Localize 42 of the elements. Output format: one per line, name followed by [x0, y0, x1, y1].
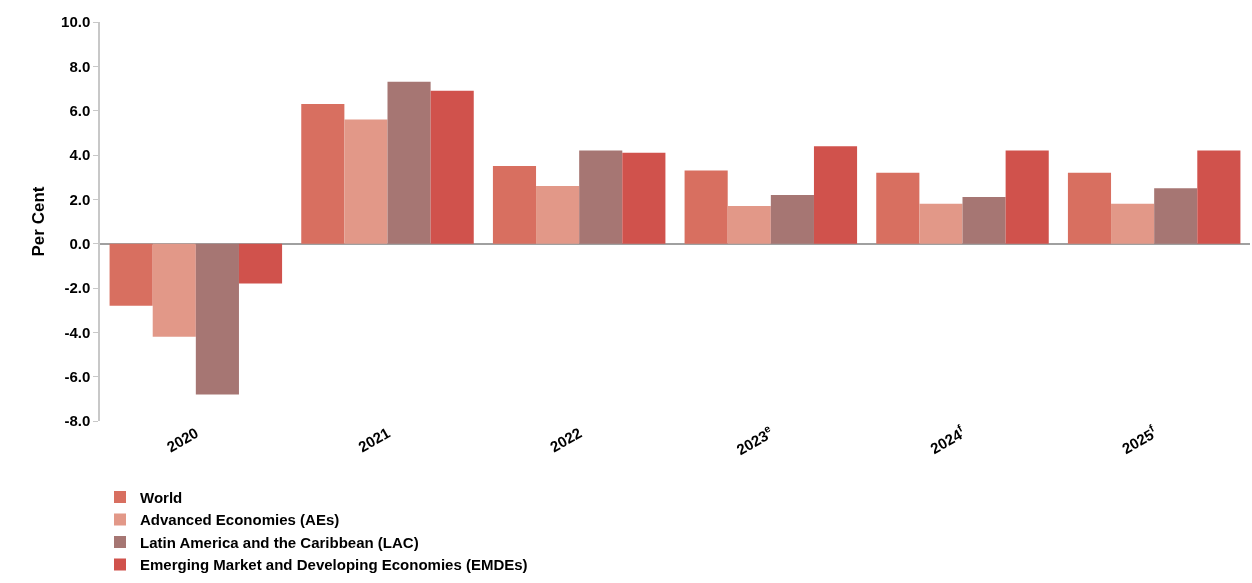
x-tick-label: 2022	[547, 423, 585, 456]
bar	[238, 243, 283, 284]
bar	[430, 90, 474, 244]
bar	[1005, 150, 1049, 244]
legend-label: Latin America and the Caribbean (LAC)	[140, 533, 419, 551]
bar	[770, 194, 814, 244]
x-tick-label: 2021	[355, 423, 393, 456]
bar	[536, 186, 580, 244]
y-tick-label: 2.0	[69, 190, 91, 208]
bar	[301, 104, 345, 244]
bar	[1067, 172, 1112, 244]
y-axis-title: Per Cent	[29, 186, 49, 257]
bar	[387, 81, 431, 244]
bar	[579, 150, 623, 244]
bar	[876, 172, 920, 244]
y-tick-label: 10.0	[61, 13, 91, 31]
bar	[1154, 188, 1198, 244]
bar	[919, 203, 963, 244]
bar	[344, 119, 388, 244]
bar	[684, 170, 728, 244]
x-tick-label: 2020	[163, 423, 202, 456]
y-tick-label: 4.0	[69, 146, 91, 164]
bar	[492, 166, 537, 244]
legend-label: World	[140, 488, 183, 506]
y-tick-label: 6.0	[69, 101, 91, 119]
y-tick-label: -2.0	[64, 279, 91, 297]
y-tick-label: -4.0	[64, 323, 91, 341]
y-tick-label: -8.0	[64, 412, 91, 430]
bar	[727, 205, 771, 244]
y-tick-label: -6.0	[64, 367, 91, 385]
bar	[622, 152, 666, 244]
bar	[962, 197, 1006, 244]
bar	[1111, 203, 1155, 244]
legend-label: Emerging Market and Developing Economies (EMDEs)	[140, 556, 528, 574]
y-tick-label: 0.0	[69, 234, 91, 252]
bar	[1197, 150, 1241, 244]
bar	[195, 243, 239, 395]
bar	[813, 146, 858, 244]
legend-label: Advanced Economies (AEs)	[140, 511, 340, 529]
bar	[109, 243, 153, 306]
y-tick-label: 8.0	[69, 57, 91, 75]
bar	[152, 243, 196, 337]
